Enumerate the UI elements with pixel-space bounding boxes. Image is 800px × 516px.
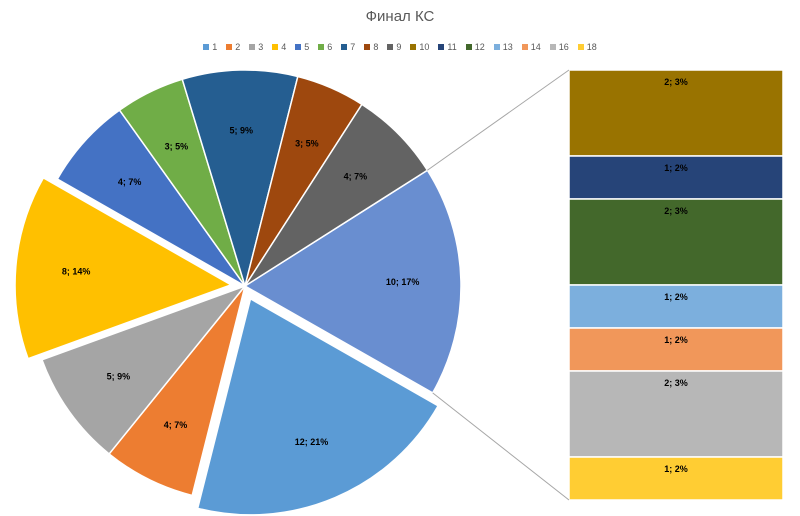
bar-segment-14 [568, 327, 784, 372]
legend-item-3: 3 [249, 42, 263, 52]
legend-label-16: 16 [558, 42, 569, 52]
bar-label-13: 1; 2% [664, 292, 688, 302]
legend-item-5: 5 [295, 42, 309, 52]
bar-segment-18 [568, 456, 784, 501]
pie-label-6: 3; 5% [165, 141, 189, 151]
legend-swatch-6 [318, 44, 325, 50]
bar-segment-10 [568, 69, 784, 157]
bar-segment-16 [568, 370, 784, 458]
bar-label-18: 1; 2% [664, 464, 688, 474]
legend-label-7: 7 [350, 42, 356, 52]
bar-label-14: 1; 2% [664, 335, 688, 345]
pie-label-3: 5; 9% [107, 371, 131, 381]
legend-item-18: 18 [577, 42, 597, 52]
legend-swatch-2 [226, 44, 233, 50]
legend-swatch-8 [364, 44, 371, 50]
legend-item-1: 1 [203, 42, 217, 52]
legend-swatch-5 [295, 44, 302, 50]
pie-label-2: 4; 7% [164, 420, 188, 430]
pie-label-5: 4; 7% [118, 177, 142, 187]
pie-slice-3 [41, 284, 248, 455]
pie-label-9: 4; 7% [344, 171, 368, 181]
legend-item-9: 9 [387, 42, 401, 52]
legend-swatch-11 [438, 44, 445, 50]
legend-item-14: 14 [521, 42, 541, 52]
legend-label-12: 12 [474, 42, 485, 52]
pie-slice-7 [181, 69, 299, 289]
pie-label-1: 12; 21% [295, 437, 329, 447]
legend-swatch-4 [272, 44, 279, 50]
legend-label-13: 13 [502, 42, 513, 52]
bar-segment-12 [568, 198, 784, 286]
legend-label-8: 8 [373, 42, 379, 52]
bar-segment-13 [568, 284, 784, 329]
bar-label-11: 1; 2% [664, 163, 688, 173]
legend-item-11: 11 [438, 42, 457, 52]
legend-swatch-7 [341, 44, 348, 50]
legend-swatch-18 [577, 44, 584, 50]
legend-swatch-9 [387, 44, 394, 50]
pie-label-other: 10; 17% [386, 277, 420, 287]
legend-item-2: 2 [226, 42, 240, 52]
legend-swatch-10 [410, 44, 417, 50]
legend-item-6: 6 [318, 42, 332, 52]
legend-label-18: 18 [586, 42, 597, 52]
legend-label-4: 4 [281, 42, 287, 52]
legend-item-7: 7 [341, 42, 355, 52]
bar-label-16: 2; 3% [664, 378, 688, 388]
legend-label-9: 9 [396, 42, 402, 52]
legend-item-8: 8 [364, 42, 378, 52]
legend-swatch-1 [203, 44, 210, 50]
pie-slice-1 [196, 297, 440, 516]
legend-item-4: 4 [272, 42, 286, 52]
legend-label-1: 1 [212, 42, 218, 52]
legend-swatch-16 [549, 44, 556, 50]
legend-swatch-3 [249, 44, 256, 50]
legend-swatch-12 [465, 44, 472, 50]
legend-item-16: 16 [549, 42, 569, 52]
legend-item-10: 10 [410, 42, 429, 52]
legend-label-5: 5 [304, 42, 310, 52]
connector-line-bottom [432, 392, 570, 501]
connector-line-top [427, 69, 570, 171]
legend-swatch-13 [493, 44, 500, 50]
legend-label-14: 14 [530, 42, 541, 52]
legend-swatch-14 [521, 44, 528, 50]
pie-label-8: 3; 5% [295, 138, 319, 148]
pie-slice-4 [14, 176, 233, 360]
legend-label-6: 6 [327, 42, 333, 52]
chart-legend: 1 2 3 4 5 6 7 8 9 10 11 12 13 14 16 18 [0, 42, 800, 52]
legend-label-3: 3 [258, 42, 264, 52]
pie-label-4: 8; 14% [62, 267, 91, 277]
pie-label-7: 5; 9% [230, 126, 254, 136]
bar-segment-11 [568, 155, 784, 200]
legend-label-11: 11 [447, 42, 457, 52]
pie-slice-other [243, 169, 462, 394]
legend-label-10: 10 [419, 42, 430, 52]
chart-title: Финал КС [365, 8, 435, 25]
bar-label-10: 2; 3% [664, 77, 688, 87]
legend-item-12: 12 [465, 42, 485, 52]
legend-item-13: 13 [493, 42, 513, 52]
legend-label-2: 2 [235, 42, 241, 52]
bar-label-12: 2; 3% [664, 206, 688, 216]
